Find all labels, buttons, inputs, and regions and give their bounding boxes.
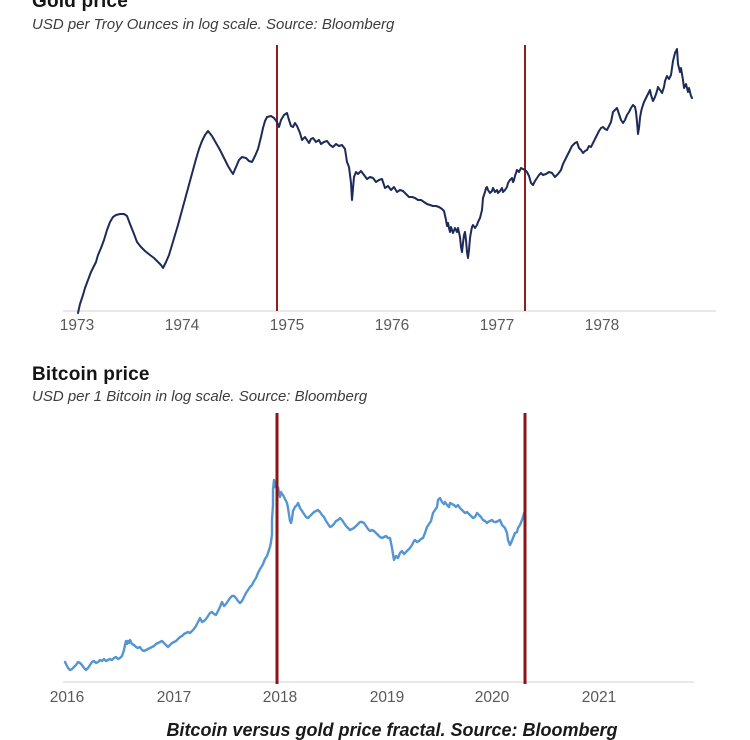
gold-x-tick-1977: 1977 [479, 317, 515, 334]
bitcoin-chart-title: Bitcoin price [32, 364, 150, 385]
gold-x-tick-1975: 1975 [269, 317, 305, 334]
gold-x-tick-1973: 1973 [59, 317, 95, 334]
bitcoin-x-axis-labels: 2016 2017 2018 2019 2020 2021 [0, 689, 750, 709]
gold-x-tick-1978: 1978 [584, 317, 620, 334]
bitcoin-chart-subtitle: USD per 1 Bitcoin in log scale. Source: … [32, 388, 368, 405]
gold-price-line [77, 48, 693, 314]
gold-chart-subtitle: USD per Troy Ounces in log scale. Source… [32, 16, 395, 33]
btc-x-tick-2018: 2018 [262, 689, 298, 706]
gold-x-tick-1974: 1974 [164, 317, 200, 334]
btc-x-tick-2019: 2019 [369, 689, 405, 706]
btc-x-tick-2017: 2017 [156, 689, 192, 706]
gold-x-axis-labels: 1973 1974 1975 1976 1977 1978 [0, 317, 750, 337]
btc-x-tick-2016: 2016 [49, 689, 85, 706]
btc-chart [63, 413, 694, 684]
btc-x-tick-2020: 2020 [474, 689, 510, 706]
figure-caption: Bitcoin versus gold price fractal. Sourc… [166, 720, 618, 740]
gold-chart [63, 45, 716, 314]
gold-chart-title: Gold price [32, 0, 128, 12]
btc-price-line [63, 478, 526, 672]
gold-x-tick-1976: 1976 [374, 317, 410, 334]
btc-x-tick-2021: 2021 [581, 689, 617, 706]
